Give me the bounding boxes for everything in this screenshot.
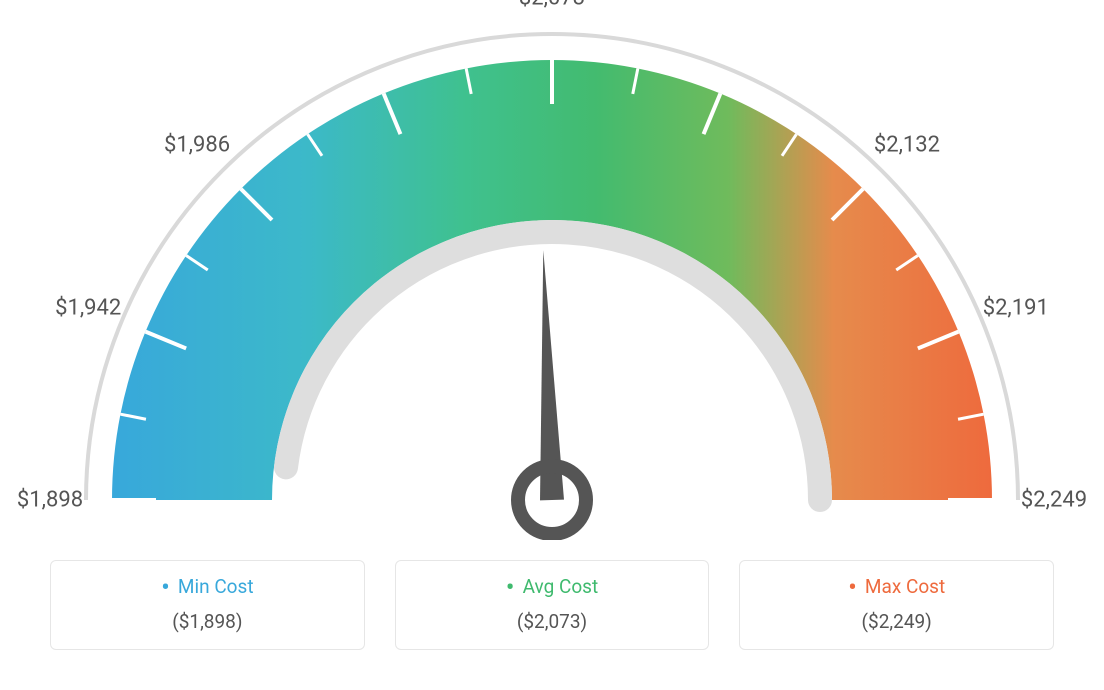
legend-label-max: Max Cost [750,575,1043,598]
gauge-chart: $1,898 $1,942 $1,986 $2,073 $2,132 $2,191 $2,2… [0,0,1104,540]
legend-row: Min Cost ($1,898) Avg Cost ($2,073) Max … [50,560,1054,650]
legend-value-avg: ($2,073) [406,610,699,633]
gauge-svg [0,0,1104,540]
legend-value-min: ($1,898) [61,610,354,633]
legend-value-max: ($2,249) [750,610,1043,633]
tick-label: $2,073 [519,0,585,11]
legend-label-min: Min Cost [61,575,354,598]
legend-card-avg: Avg Cost ($2,073) [395,560,710,650]
legend-card-max: Max Cost ($2,249) [739,560,1054,650]
tick-label: $2,191 [983,295,1049,320]
tick-label: $1,898 [17,488,83,513]
tick-label: $2,249 [1021,488,1087,513]
legend-card-min: Min Cost ($1,898) [50,560,365,650]
cost-gauge-container: $1,898 $1,942 $1,986 $2,073 $2,132 $2,191 $2,2… [0,0,1104,690]
tick-label: $1,986 [164,133,230,158]
tick-label: $2,132 [874,133,940,158]
tick-label: $1,942 [55,295,121,320]
legend-label-avg: Avg Cost [406,575,699,598]
